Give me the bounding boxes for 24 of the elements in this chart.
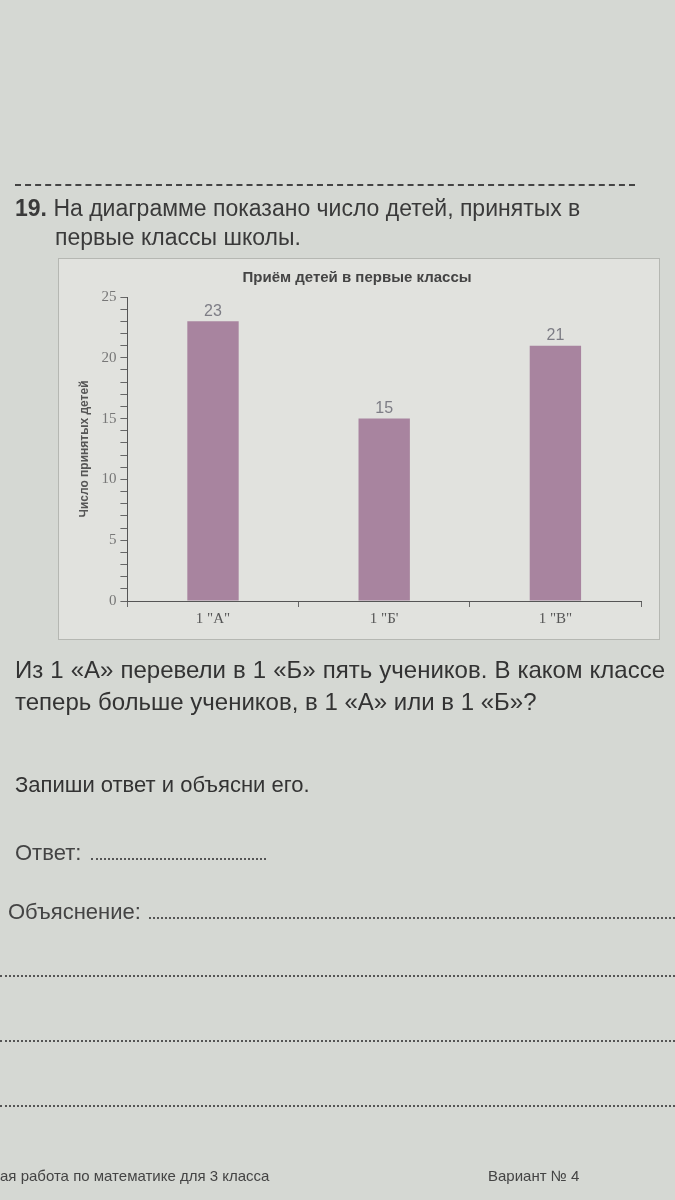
x-tick-label: 1 "В" — [538, 609, 573, 626]
data-label: 21 — [546, 326, 565, 344]
bar — [358, 418, 410, 601]
y-tick-label: 10 — [101, 470, 117, 487]
text: Ответ: — [15, 839, 82, 867]
y-tick-label: 25 — [101, 287, 117, 304]
y-tick-label: 5 — [108, 531, 117, 548]
y-axis-title: Число принятых детей — [76, 380, 91, 518]
text: Вариант № 4 — [488, 1166, 580, 1186]
text: 19. На диаграмме показано число детей, принятых в первые классы школы. — [15, 194, 582, 252]
x-tick-label: 1 "А" — [195, 609, 231, 626]
x-tick-label: 1 "Б' — [369, 609, 399, 626]
text: Объяснение: — [8, 898, 141, 926]
y-tick-label: 0 — [108, 591, 117, 608]
bar — [187, 321, 239, 601]
data-label: 23 — [204, 301, 222, 319]
y-tick-label: 15 — [101, 409, 117, 426]
text: Запиши ответ и объясни его. — [15, 771, 310, 799]
bar — [529, 345, 582, 601]
chart-title: Приём детей в первые классы — [242, 268, 472, 286]
data-label: 15 — [375, 399, 394, 417]
text: Из 1 «А» перевели в 1 «Б» пять учеников. В каком классе теперь больше учеников, в 1 «А» или в 1 «Б»? — [15, 655, 665, 717]
text: ая работа по математике для 3 класса — [0, 1166, 270, 1186]
y-tick-label: 20 — [101, 348, 117, 365]
